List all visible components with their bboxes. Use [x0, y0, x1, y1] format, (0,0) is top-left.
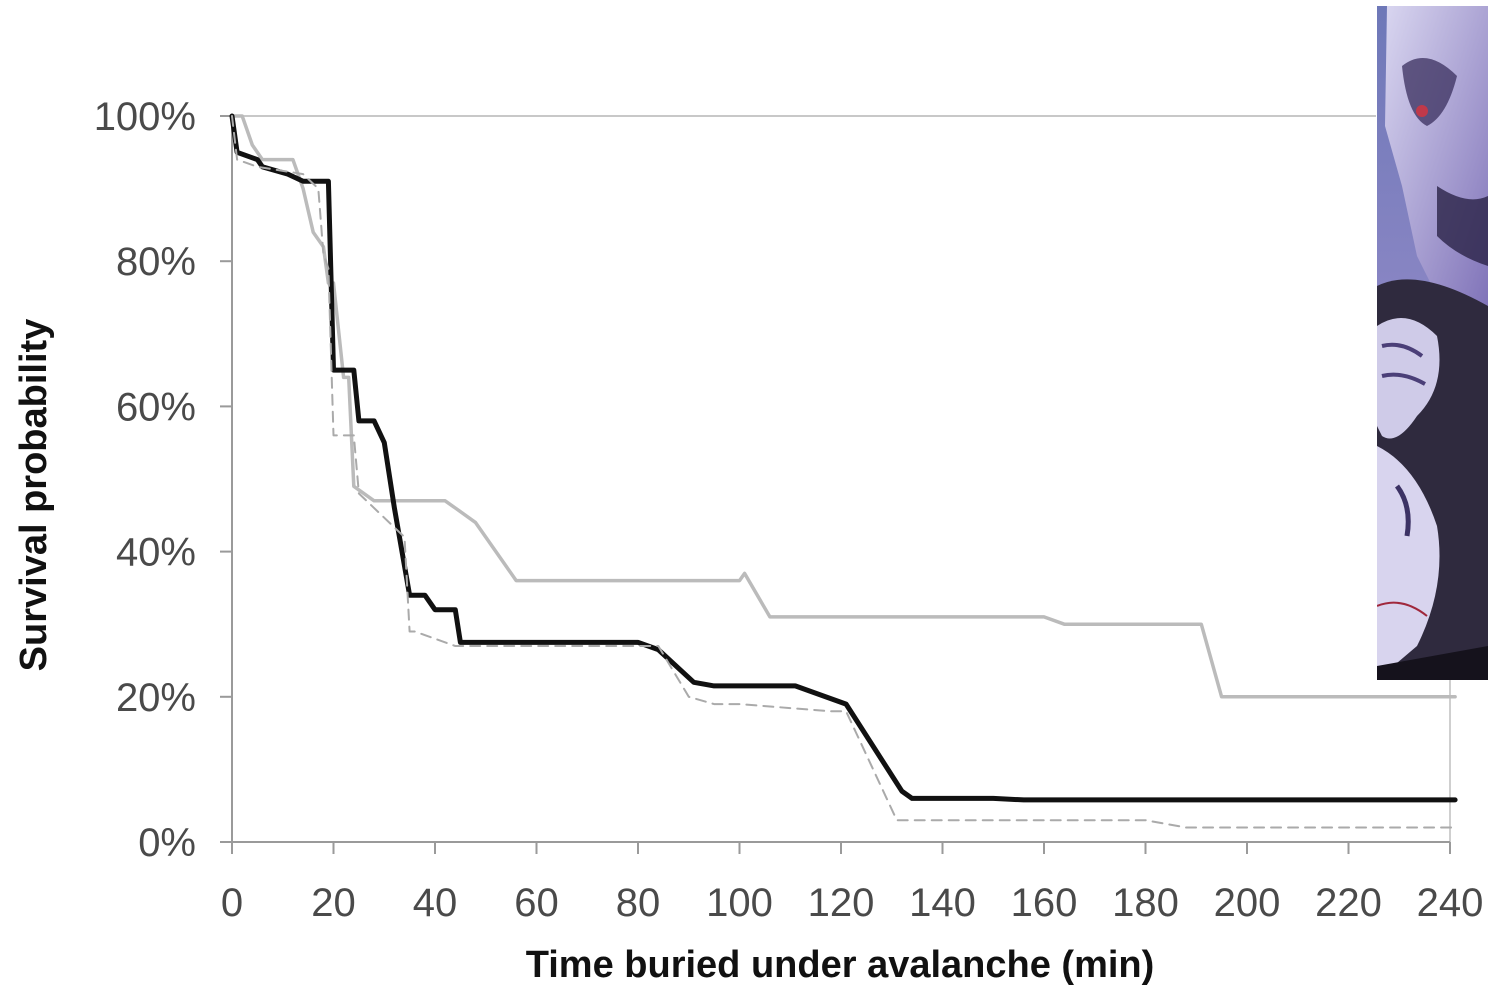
x-axis-title: Time buried under avalanche (min) [526, 944, 1155, 986]
y-axis-title: Survival probability [13, 319, 55, 672]
x-tick-label: 240 [1417, 881, 1484, 925]
grid-layer [232, 115, 1451, 842]
illustration-image [1377, 6, 1488, 680]
series-line-0 [230, 114, 1457, 699]
x-tick-label: 200 [1214, 881, 1281, 925]
y-tick-label: 20% [116, 676, 196, 720]
y-tick-label: 0% [138, 821, 196, 865]
axis-layer [220, 115, 1451, 854]
x-tick-label: 100 [706, 881, 773, 925]
x-tick-label: 60 [514, 881, 559, 925]
y-tick-label: 40% [116, 531, 196, 575]
x-tick-label: 140 [909, 881, 976, 925]
x-tick-label: 220 [1315, 881, 1382, 925]
series-layer [229, 113, 1458, 829]
y-tick-label: 100% [94, 95, 196, 139]
series-line-1 [229, 113, 1458, 803]
y-tick-labels: 0% 20% 40% 60% 80% 100% [94, 95, 196, 865]
x-tick-label: 160 [1011, 881, 1078, 925]
x-tick-label: 120 [808, 881, 875, 925]
x-tick-label: 180 [1112, 881, 1179, 925]
y-tick-label: 80% [116, 240, 196, 284]
series-line-2 [231, 115, 1457, 829]
x-tick-label: 80 [616, 881, 661, 925]
x-tick-labels: 0 20 40 60 80 100 120 140 160 180 200 220 240 [221, 881, 1484, 925]
y-tick-label: 60% [116, 385, 196, 429]
x-tick-label: 0 [221, 881, 243, 925]
x-tick-label: 20 [311, 881, 356, 925]
x-tick-label: 40 [413, 881, 458, 925]
